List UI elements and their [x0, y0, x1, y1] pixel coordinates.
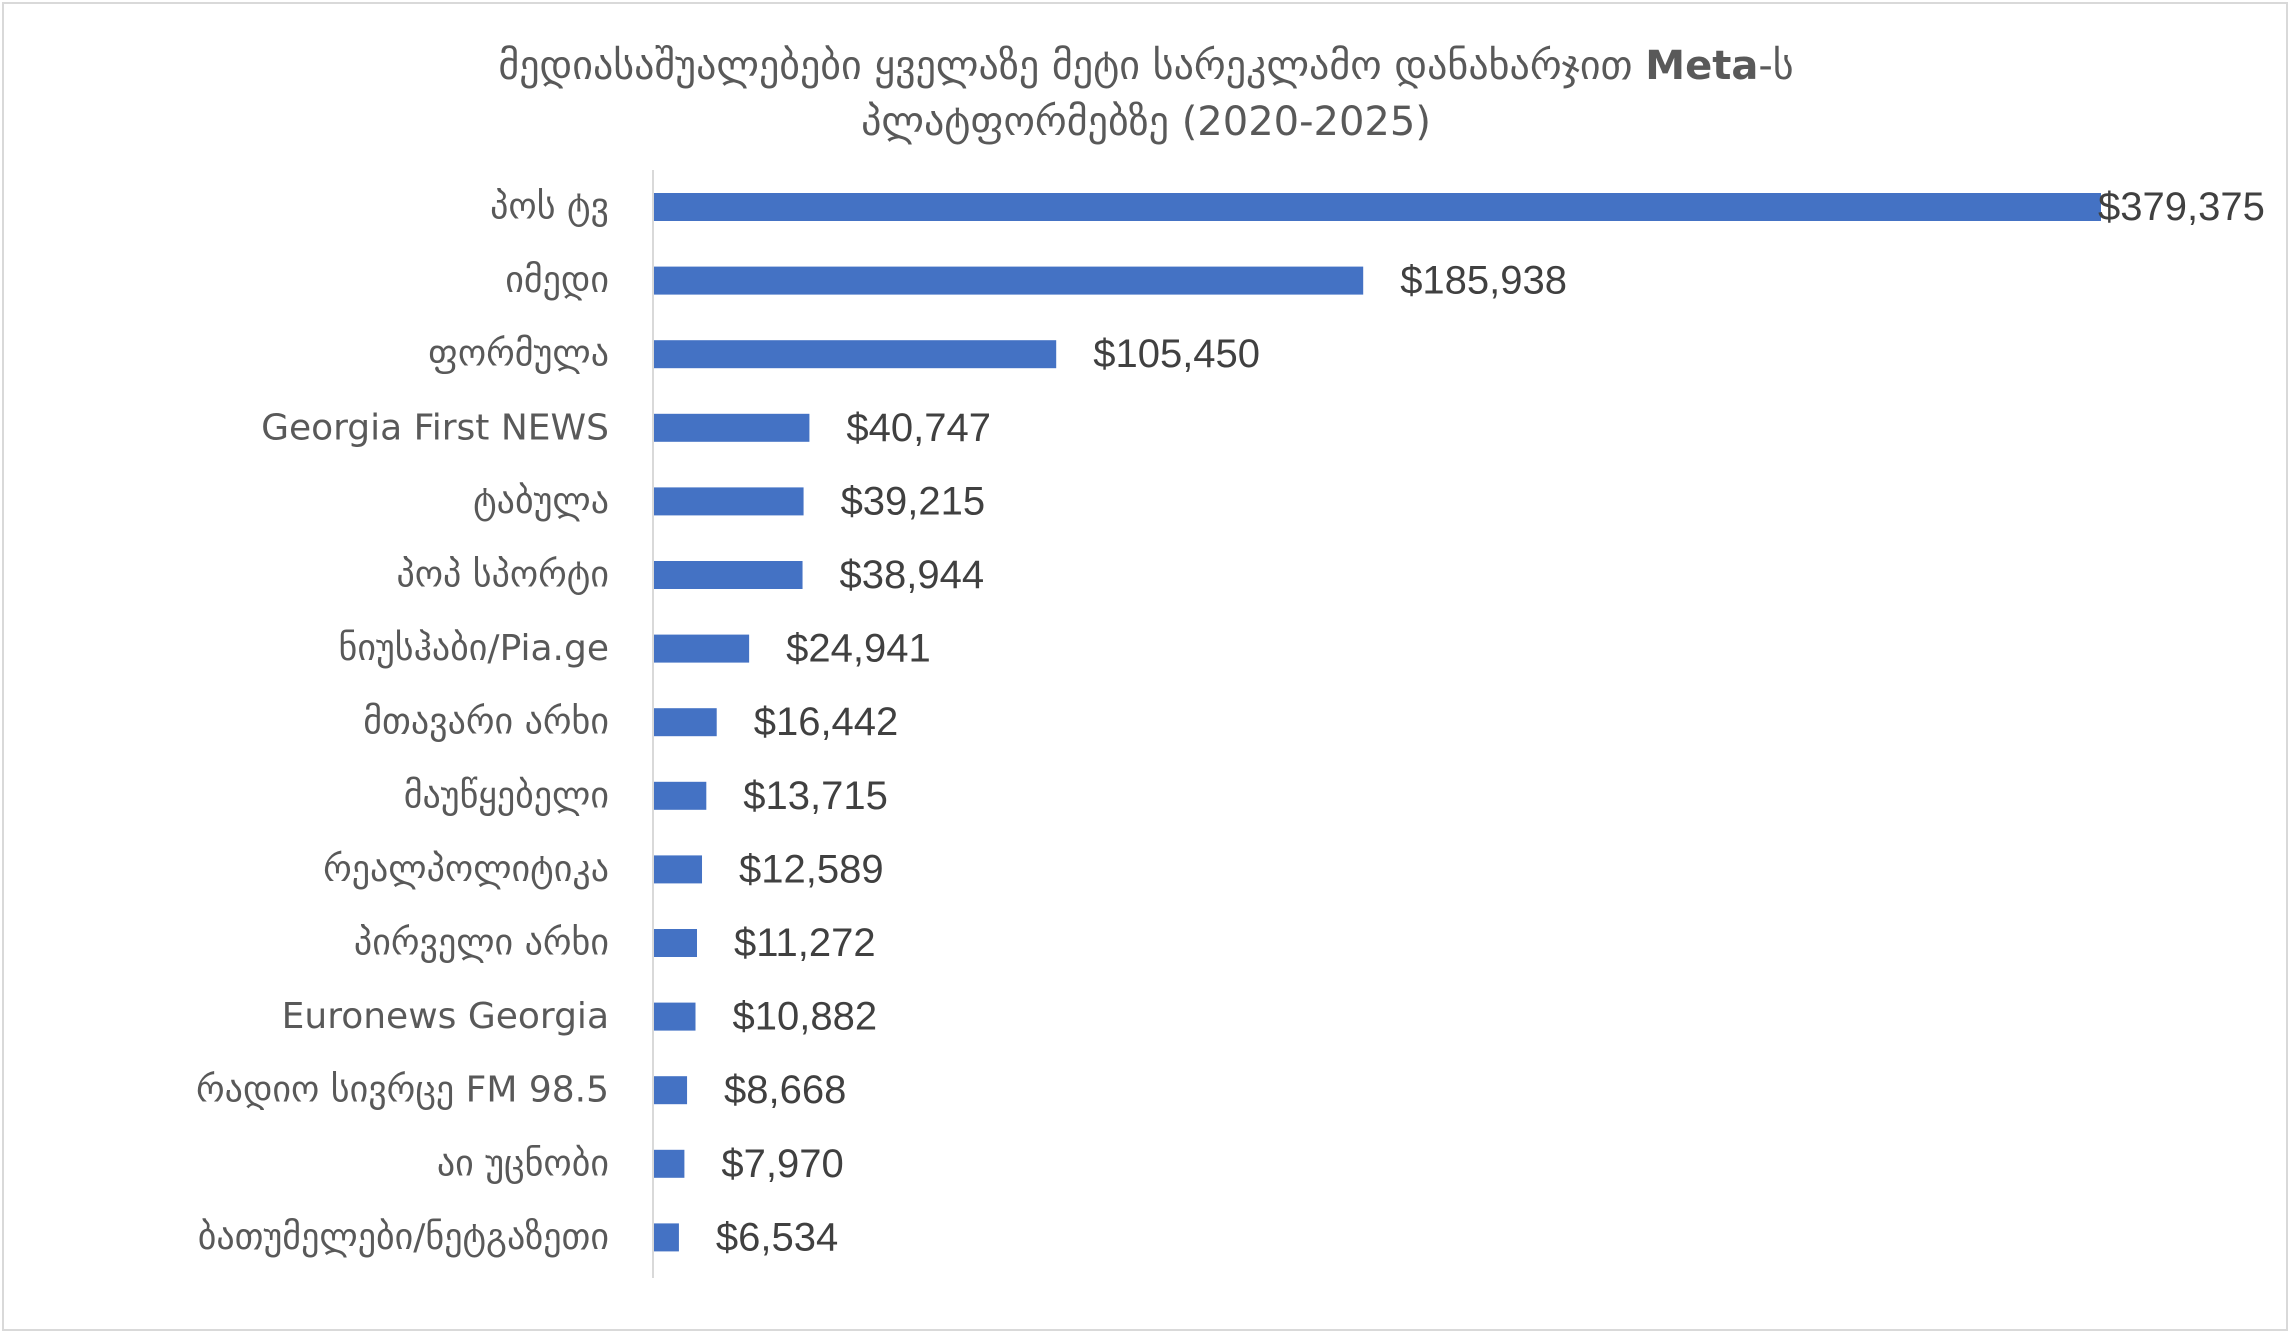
bar: [654, 561, 803, 589]
category-label: რეალპოლიტიკა: [323, 849, 609, 890]
value-labels: $379,375 $185,938 $105,450 $40,747 $39,215 $3…: [716, 185, 2265, 1259]
value-label: $7,970: [721, 1142, 843, 1186]
bar: [654, 1149, 685, 1178]
bar: [654, 266, 1364, 295]
category-label: მთავარი არხი: [363, 702, 609, 743]
category-labels: პოს ტვ იმედი ფორმულა Georgia First NEWS ტაბუ…: [196, 187, 609, 1258]
bar: [654, 634, 750, 663]
bar: [654, 340, 1057, 369]
value-label: $16,442: [754, 700, 899, 744]
value-label: $13,715: [743, 774, 888, 818]
category-label: ფორმულა: [428, 334, 609, 375]
category-label: აი უცნობი: [437, 1143, 609, 1184]
category-label: იმედი: [505, 260, 609, 301]
category-label: Georgia First NEWS: [261, 407, 609, 448]
value-label: $379,375: [2098, 185, 2265, 229]
category-label: ტაბულა: [473, 481, 609, 522]
category-label: ბათუმელები/ნეტგაზეთი: [198, 1217, 609, 1258]
bar: [654, 929, 697, 957]
bar: [654, 1076, 688, 1105]
value-label: $38,944: [840, 553, 985, 597]
bar: [654, 781, 707, 810]
value-label: $8,668: [724, 1068, 846, 1112]
value-label: $105,450: [1093, 332, 1260, 376]
bars-layer: [654, 193, 2101, 1252]
value-label: $6,534: [716, 1215, 838, 1259]
chart-title: მედიასაშუალებები ყველაზე მეტი სარეკლამო …: [0, 38, 2292, 150]
category-label: მაუწყებელი: [404, 775, 609, 816]
chart-title-part-2: Meta: [1645, 43, 1759, 89]
category-label: პოს ტვ: [490, 187, 609, 228]
bar: [654, 193, 2101, 221]
category-label: პირველი არხი: [354, 923, 609, 964]
value-label: $40,747: [846, 406, 991, 450]
value-label: $12,589: [739, 847, 884, 891]
chart-title-part-3: -ს: [1758, 43, 1794, 89]
value-label: $185,938: [1400, 259, 1567, 303]
chart-title-line-1: მედიასაშუალებები ყველაზე მეტი სარეკლამო …: [0, 38, 2292, 94]
category-label: რადიო სივრცე FM 98.5: [196, 1070, 609, 1111]
chart-title-line-2: პლატფორმებზე (2020-2025): [861, 99, 1431, 145]
bar: [654, 1223, 679, 1252]
chart-title-part-1: მედიასაშუალებები ყველაზე მეტი სარეკლამო …: [498, 43, 1646, 89]
bar: [654, 1002, 696, 1031]
value-label: $39,215: [841, 479, 986, 523]
bar: [654, 487, 804, 516]
category-label: ნიუსჰაბი/Pia.ge: [339, 628, 609, 669]
value-label: $10,882: [733, 995, 878, 1039]
value-label: $11,272: [734, 921, 876, 965]
bar: [654, 413, 810, 442]
bar: [654, 855, 703, 884]
category-label: პოპ სპორტი: [396, 555, 609, 596]
bar: [654, 708, 717, 737]
category-label: Euronews Georgia: [282, 996, 609, 1037]
value-label: $24,941: [786, 627, 931, 671]
